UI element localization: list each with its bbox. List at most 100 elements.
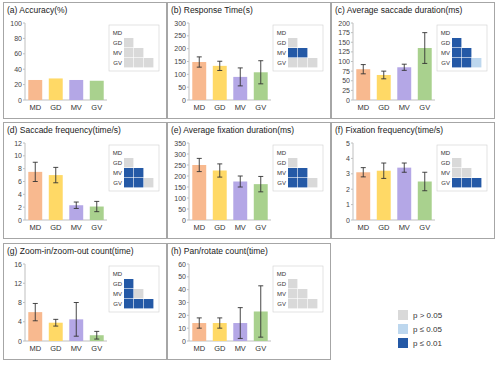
tick-label: 350 — [174, 140, 186, 147]
error-line — [76, 303, 77, 337]
error-cap — [197, 158, 202, 159]
matrix-cell — [288, 38, 297, 47]
tick-label: 10 — [178, 325, 186, 332]
tick-label: 25 — [342, 87, 350, 94]
error-bar — [381, 163, 386, 178]
marks — [192, 57, 267, 100]
error-bar — [74, 303, 79, 337]
tick-label: 0 — [18, 217, 22, 224]
error-cap — [258, 83, 263, 84]
error-cap — [74, 208, 79, 209]
matrix-label: GD — [441, 40, 451, 46]
tick-label: 4 — [18, 191, 22, 198]
error-cap — [422, 172, 427, 173]
tick-label: 50 — [342, 77, 350, 84]
matrix-label: MD — [277, 271, 287, 277]
tick-label: 50 — [178, 206, 186, 213]
error-bar — [217, 164, 222, 177]
panel-frame — [168, 244, 331, 360]
y-axis — [189, 264, 190, 341]
matrix-cell — [298, 178, 307, 187]
tick-label: 12 — [14, 140, 22, 147]
error-cap — [197, 317, 202, 318]
panel: (a) Accuracy(%)020406080100MDGDMVGVMDGDM… — [4, 3, 167, 119]
bar — [377, 75, 391, 100]
error-line — [240, 68, 241, 86]
error-line — [76, 202, 77, 208]
matrix-cell — [472, 58, 481, 67]
tick-label: 100 — [338, 58, 350, 65]
error-bar — [361, 65, 366, 74]
error-line — [424, 172, 425, 190]
error-cap — [258, 60, 263, 61]
title: (h) Pan/rotate count(time) — [171, 246, 268, 256]
error-bar — [238, 308, 243, 339]
error-cap — [381, 163, 386, 164]
category-label: GD — [214, 223, 226, 232]
category-label: MV — [399, 223, 410, 232]
y-axis — [25, 23, 26, 100]
category-label: MD — [357, 103, 369, 112]
tick-label: 80 — [14, 35, 22, 42]
bar — [213, 66, 227, 100]
tick-label: 100 — [174, 71, 186, 78]
error-line — [424, 33, 425, 64]
matrix-label: MV — [277, 291, 286, 297]
matrix-label: MV — [113, 291, 122, 297]
error-bar — [422, 172, 427, 190]
legend-swatch — [398, 338, 408, 348]
category-label: MV — [399, 103, 410, 112]
error-line — [260, 176, 261, 191]
panel-frame — [332, 123, 495, 239]
matrix-cell — [144, 178, 153, 187]
tick-label: 0 — [182, 97, 186, 104]
legend: p > 0.05p ≤ 0.05p ≤ 0.01 — [398, 310, 443, 348]
title: (b) Response Time(s) — [171, 5, 253, 15]
tick-label: 0 — [18, 338, 22, 345]
matrix-cell — [144, 299, 153, 308]
tick-label: 250 — [174, 32, 186, 39]
tick-label: 50 — [178, 84, 186, 91]
error-line — [96, 331, 97, 339]
error-bar — [402, 64, 407, 70]
error-line — [96, 201, 97, 211]
matrix-label: GV — [277, 180, 286, 186]
category-label: GD — [50, 344, 62, 353]
legend-label: p ≤ 0.05 — [413, 325, 442, 334]
error-line — [404, 64, 405, 70]
matrix-cell — [124, 168, 133, 177]
matrix-cell — [288, 58, 297, 67]
legend-swatch — [398, 310, 408, 320]
error-line — [55, 319, 56, 326]
error-line — [260, 61, 261, 84]
tick-label: 150 — [174, 58, 186, 65]
title: (a) Accuracy(%) — [7, 5, 68, 15]
bar — [233, 182, 247, 221]
bar — [49, 78, 63, 100]
error-cap — [422, 190, 427, 191]
matrix-label: MV — [113, 170, 122, 176]
matrix-cell — [288, 279, 297, 288]
category-label: MD — [193, 223, 205, 232]
bar — [356, 172, 370, 220]
error-cap — [381, 178, 386, 179]
error-cap — [238, 307, 243, 308]
error-bar — [53, 167, 58, 182]
matrix-label: GV — [113, 301, 122, 307]
matrix-cell — [144, 58, 153, 67]
category-label: MV — [71, 103, 82, 112]
error-cap — [402, 70, 407, 71]
error-cap — [197, 328, 202, 329]
error-cap — [217, 163, 222, 164]
error-bar — [258, 286, 263, 337]
matrix-cell — [124, 48, 133, 57]
error-cap — [53, 326, 58, 327]
matrix-label: GV — [441, 60, 450, 66]
matrix-frame — [273, 266, 323, 312]
matrix-cell — [134, 48, 143, 57]
error-cap — [33, 303, 38, 304]
matrix-cell — [308, 299, 317, 308]
category-label: GD — [50, 103, 62, 112]
category-label: MV — [235, 223, 246, 232]
error-cap — [258, 337, 263, 338]
